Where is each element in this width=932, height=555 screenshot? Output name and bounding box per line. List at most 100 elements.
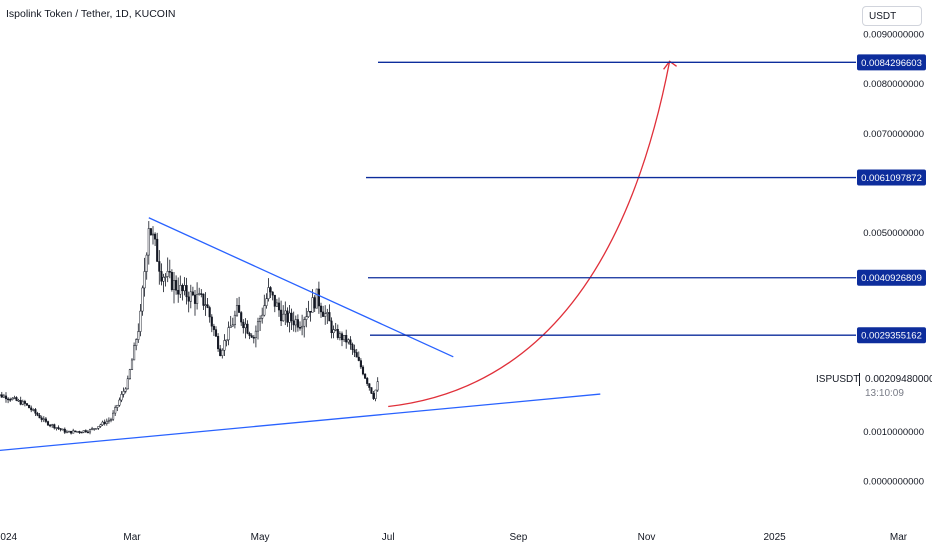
price-tick-label: 0.0000000000 [863, 477, 924, 488]
candle-body [67, 430, 71, 433]
candle-body [193, 294, 197, 304]
resistance-trendline [148, 217, 454, 358]
candle-body [13, 397, 16, 399]
candle-body [240, 312, 243, 323]
candle-body [15, 397, 18, 401]
candle-body [91, 428, 94, 430]
candle-body [340, 333, 344, 341]
projection-arrow [388, 61, 671, 408]
price-tick-label: 0.0050000000 [863, 228, 924, 239]
candle-body [46, 421, 50, 426]
candle-body [175, 280, 178, 291]
time-tick-label: 2024 [0, 532, 18, 543]
candle-body [187, 296, 190, 302]
candle-body [61, 428, 64, 431]
candle-body [36, 412, 39, 416]
candle-body [210, 316, 213, 327]
candle-body [19, 399, 22, 405]
candle-body [120, 394, 123, 401]
candle-body [244, 323, 247, 329]
candle-body [116, 404, 119, 408]
level-price-tag [857, 169, 926, 186]
level-price-tag [857, 327, 926, 344]
price-tick-label: 0.0090000000 [863, 30, 924, 41]
candle-body [88, 429, 92, 433]
candle-body [208, 307, 211, 318]
candle-body [122, 391, 125, 395]
symbol-price: 0.00209480000 [865, 374, 932, 385]
chart-title: Ispolink Token / Tether, 1D, KUCOIN [6, 8, 176, 20]
candle-body [225, 339, 228, 342]
candle-body [238, 305, 241, 313]
candle-body [82, 430, 85, 433]
candle-body [143, 271, 146, 289]
candle-body [376, 381, 379, 391]
currency-button[interactable]: USDT [862, 6, 922, 26]
candle-body [118, 399, 121, 406]
candle-body [93, 428, 96, 430]
candle-body [59, 428, 62, 430]
candle-body [189, 291, 192, 302]
candle-body [160, 271, 163, 282]
candle-body [49, 424, 52, 427]
candle-body [273, 294, 276, 307]
candle-body [44, 418, 47, 422]
candle-body [231, 324, 234, 327]
candle-body [32, 409, 35, 411]
candle-body [221, 349, 224, 356]
candle-body [191, 291, 194, 296]
candle-body [162, 277, 165, 282]
time-tick-label: May [251, 532, 270, 543]
candle-body [303, 319, 306, 327]
candle-body [21, 401, 24, 405]
candle-body [151, 233, 155, 236]
candle-body [9, 399, 12, 401]
candle-body [145, 254, 148, 272]
candle-body [181, 285, 184, 292]
candle-body [248, 333, 251, 336]
price-tick-label: 0.0080000000 [863, 79, 924, 90]
candle-body [158, 261, 161, 272]
level-price-tag [857, 54, 926, 71]
candle-body [101, 421, 104, 426]
candle-body [28, 404, 31, 409]
candle-body [107, 419, 110, 422]
candle-body [2, 395, 5, 398]
level-price-label: 0.0061097872 [861, 173, 922, 184]
candle-body [126, 378, 129, 390]
price-axis-ticks: 0.0090000000 0.0080000000 0.0070000000 0.00… [863, 30, 924, 488]
candle-body [313, 297, 316, 309]
candle-body [0, 394, 3, 398]
candle-body [271, 291, 274, 296]
candle-body [95, 428, 98, 430]
candle-body [370, 387, 373, 394]
candle-body [170, 272, 173, 290]
candle-body [330, 320, 333, 334]
time-tick-label: Sep [510, 532, 528, 543]
time-tick-label: Jul [382, 532, 395, 543]
projection-arrow-head [663, 60, 677, 70]
candle-body [149, 228, 152, 236]
candle-body [0, 394, 1, 396]
time-tick-label: Mar [123, 532, 141, 543]
candle-body [227, 327, 230, 341]
candle-body [307, 310, 310, 317]
symbol-label: ISPUSDT [816, 374, 860, 385]
candle-body [286, 310, 289, 323]
level-price-label: 0.0040926809 [861, 273, 922, 284]
candle-body [105, 420, 108, 424]
candle-body [51, 424, 54, 426]
candle-body [275, 302, 278, 307]
candle-body [292, 320, 295, 326]
candle-body [361, 366, 365, 375]
candle-body [196, 294, 199, 304]
candle-body [156, 238, 159, 262]
candle-body [332, 329, 335, 334]
candle-body [328, 312, 331, 322]
candle-body [154, 233, 157, 240]
candle-body [326, 312, 329, 314]
candle-body [235, 305, 239, 316]
candle-body [294, 319, 297, 326]
